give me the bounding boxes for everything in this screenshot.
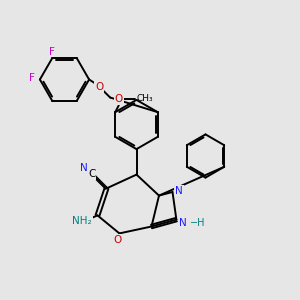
Text: N: N [175, 185, 183, 196]
Text: CH₃: CH₃ [137, 94, 153, 103]
Text: F: F [49, 46, 55, 57]
Text: −H: −H [190, 218, 206, 228]
Text: C: C [88, 169, 95, 179]
Text: N: N [80, 163, 87, 173]
Text: O: O [114, 235, 122, 245]
Text: F: F [28, 73, 34, 83]
Text: O: O [95, 82, 103, 92]
Text: O: O [115, 94, 123, 104]
Text: NH₂: NH₂ [72, 216, 92, 226]
Text: N: N [179, 218, 187, 228]
